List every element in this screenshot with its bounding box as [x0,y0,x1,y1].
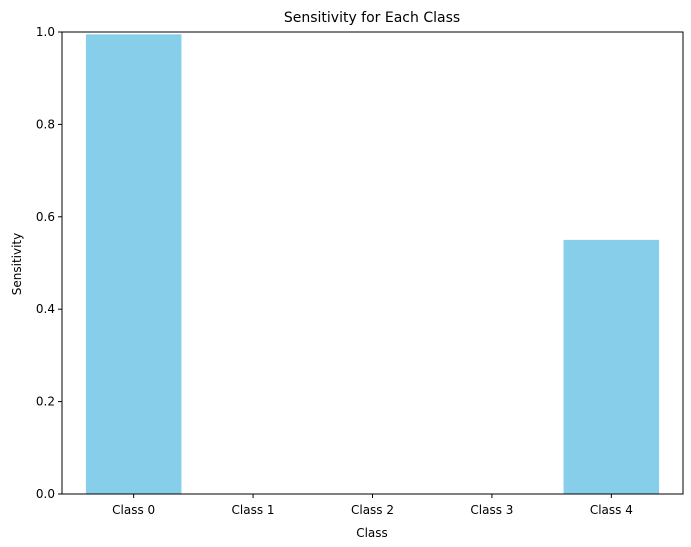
x-tick-label: Class 0 [112,503,155,517]
x-tick-label: Class 2 [351,503,394,517]
plot-area-frame [61,31,684,495]
y-tick-label: 0.6 [36,210,55,224]
bars-group [85,34,660,495]
chart-title: Sensitivity for Each Class [284,10,460,26]
x-tick-label: Class 4 [590,503,633,517]
x-axis-ticks: Class 0 Class 1 Class 2 Class 3 Class 4 [112,494,633,517]
x-axis-label: Class [356,526,388,540]
y-tick-label: 0.4 [36,302,55,316]
y-tick-label: 0.8 [36,117,55,131]
y-axis-ticks: 0.0 0.2 0.4 0.6 0.8 1.0 [36,25,62,501]
bar-class-4 [563,239,660,494]
y-tick-label: 0.2 [36,395,55,409]
x-tick-label: Class 1 [232,503,275,517]
bar-class-0 [85,34,182,495]
y-tick-label: 0.0 [36,487,55,501]
x-tick-label: Class 3 [470,503,513,517]
y-axis-label: Sensitivity [10,233,24,295]
y-tick-label: 1.0 [36,25,55,39]
